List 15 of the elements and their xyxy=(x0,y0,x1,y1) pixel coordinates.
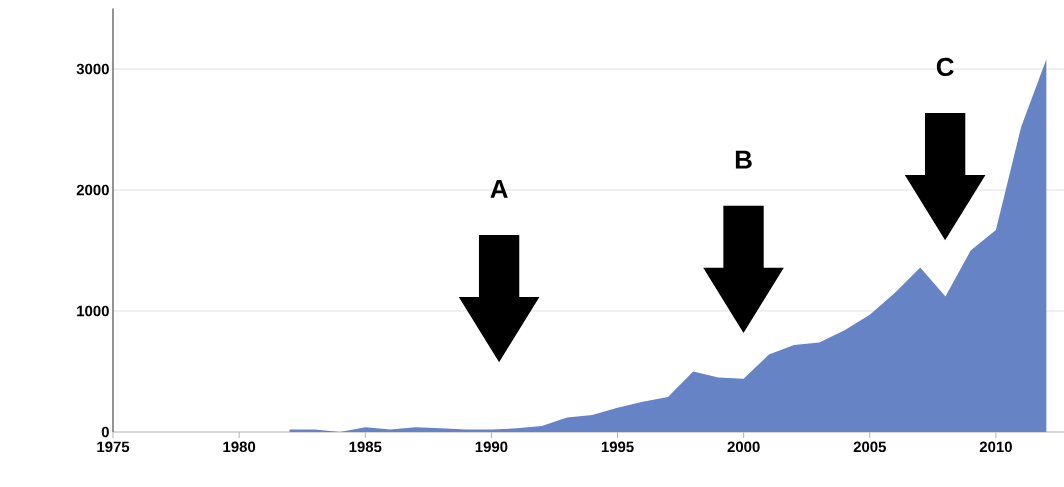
x-tick-label: 1980 xyxy=(223,441,256,453)
annotation: B xyxy=(735,150,752,169)
y-tick-label: 3000 xyxy=(76,63,109,75)
annotation: A xyxy=(490,179,508,198)
x-tick-label: 1990 xyxy=(475,441,508,453)
y-tick-label: 1000 xyxy=(77,305,109,317)
annotation: C xyxy=(936,57,954,77)
x-tick-label: 2010 xyxy=(979,441,1012,453)
y-tick-label: 2000 xyxy=(76,184,109,196)
x-tick-label: 2000 xyxy=(727,441,760,453)
x-tick-label: 1975 xyxy=(97,441,130,453)
x-tick-label: 1985 xyxy=(349,441,382,453)
x-tick-label: 1995 xyxy=(601,441,634,453)
x-tick-label: 2005 xyxy=(853,441,886,453)
y-tick-label: 0 xyxy=(101,426,109,438)
